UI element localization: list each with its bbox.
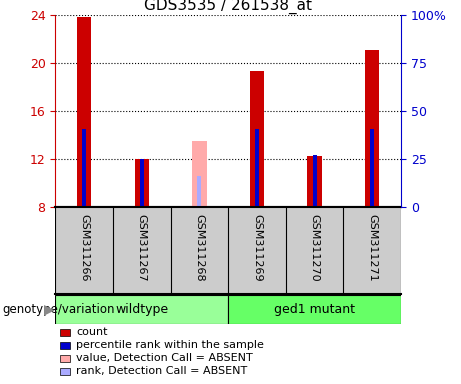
Bar xyxy=(228,295,401,324)
Bar xyxy=(365,50,379,207)
Text: GSM311269: GSM311269 xyxy=(252,214,262,282)
Bar xyxy=(255,129,259,207)
Bar xyxy=(313,155,317,207)
Bar xyxy=(197,176,201,207)
Bar xyxy=(140,159,144,207)
Bar xyxy=(82,129,86,207)
Bar xyxy=(192,141,207,207)
Bar xyxy=(55,295,228,324)
Text: wildtype: wildtype xyxy=(115,303,168,316)
Text: rank, Detection Call = ABSENT: rank, Detection Call = ABSENT xyxy=(76,366,247,376)
Bar xyxy=(370,129,374,207)
Title: GDS3535 / 261538_at: GDS3535 / 261538_at xyxy=(144,0,312,14)
Bar xyxy=(135,159,149,207)
Text: GSM311267: GSM311267 xyxy=(137,214,147,282)
Text: GSM311266: GSM311266 xyxy=(79,214,89,282)
Text: value, Detection Call = ABSENT: value, Detection Call = ABSENT xyxy=(76,353,253,363)
Bar xyxy=(250,71,264,207)
Text: percentile rank within the sample: percentile rank within the sample xyxy=(76,340,264,350)
Bar xyxy=(307,156,322,207)
Text: GSM311268: GSM311268 xyxy=(195,214,204,282)
Text: ged1 mutant: ged1 mutant xyxy=(274,303,355,316)
Text: GSM311270: GSM311270 xyxy=(310,214,319,282)
Bar xyxy=(77,17,91,207)
Text: genotype/variation: genotype/variation xyxy=(2,303,115,316)
Text: ▶: ▶ xyxy=(44,303,54,316)
Text: GSM311271: GSM311271 xyxy=(367,214,377,282)
Text: count: count xyxy=(76,327,107,337)
